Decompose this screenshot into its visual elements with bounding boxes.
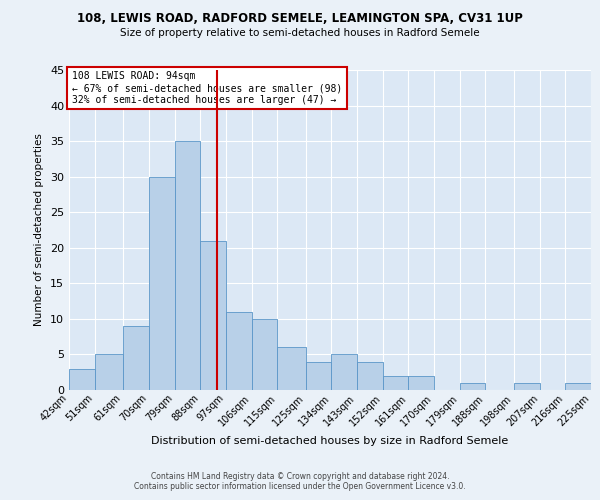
Bar [95, 354, 123, 390]
Bar [277, 348, 306, 390]
Bar [226, 312, 251, 390]
Text: Size of property relative to semi-detached houses in Radford Semele: Size of property relative to semi-detach… [120, 28, 480, 38]
Text: 108 LEWIS ROAD: 94sqm
← 67% of semi-detached houses are smaller (98)
32% of semi: 108 LEWIS ROAD: 94sqm ← 67% of semi-deta… [72, 72, 342, 104]
Text: Contains public sector information licensed under the Open Government Licence v3: Contains public sector information licen… [134, 482, 466, 491]
Bar [123, 326, 149, 390]
Bar [591, 383, 600, 390]
Bar [69, 368, 95, 390]
Y-axis label: Number of semi-detached properties: Number of semi-detached properties [34, 134, 44, 326]
Bar [331, 354, 357, 390]
Bar [460, 383, 485, 390]
Bar [306, 362, 331, 390]
Bar [200, 240, 226, 390]
Bar [175, 141, 200, 390]
Bar [565, 383, 591, 390]
Bar [409, 376, 434, 390]
Bar [149, 176, 175, 390]
Bar [514, 383, 539, 390]
Bar [251, 319, 277, 390]
Text: Contains HM Land Registry data © Crown copyright and database right 2024.: Contains HM Land Registry data © Crown c… [151, 472, 449, 481]
Bar [357, 362, 383, 390]
Bar [383, 376, 409, 390]
Text: 108, LEWIS ROAD, RADFORD SEMELE, LEAMINGTON SPA, CV31 1UP: 108, LEWIS ROAD, RADFORD SEMELE, LEAMING… [77, 12, 523, 26]
X-axis label: Distribution of semi-detached houses by size in Radford Semele: Distribution of semi-detached houses by … [151, 436, 509, 446]
